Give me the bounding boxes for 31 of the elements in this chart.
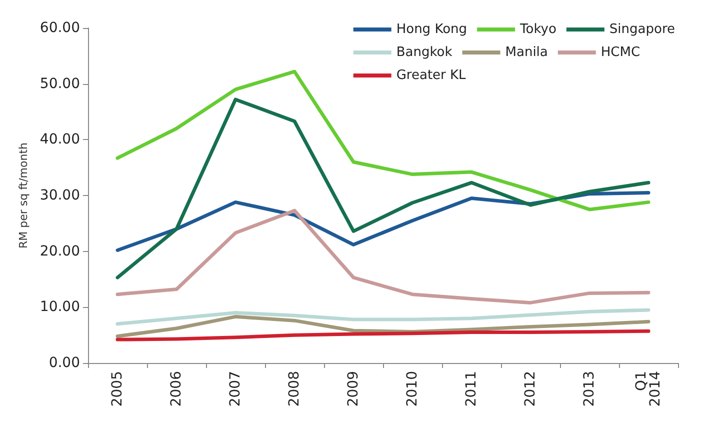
line-series — [116, 308, 650, 326]
legend-label: Hong Kong — [396, 22, 468, 37]
line-series — [116, 314, 650, 338]
x-tick-label: 2005 — [110, 371, 126, 407]
line-series — [116, 70, 650, 212]
x-tick-label: 2007 — [228, 371, 244, 407]
y-tick-label: 60.00 — [40, 20, 80, 36]
line-series — [116, 329, 650, 342]
y-tick-label: 50.00 — [40, 76, 80, 92]
y-tick-label: 40.00 — [40, 132, 80, 148]
y-tick-label: 0.00 — [48, 355, 80, 371]
legend-label: Singapore — [609, 22, 676, 37]
x-tick-label: 2010 — [404, 371, 420, 407]
legend-label: Bangkok — [396, 45, 453, 60]
y-axis-title: RM per sq ft/month — [17, 142, 30, 249]
legend-label: Tokyo — [519, 22, 556, 37]
x-tick-label: 2009 — [346, 371, 362, 407]
y-tick-label: 20.00 — [40, 243, 80, 260]
legend-label: Manila — [505, 45, 548, 60]
x-tick-label: 2013 — [582, 371, 598, 407]
x-tick-label: 2011 — [464, 371, 480, 407]
y-tick-label: 30.00 — [40, 188, 80, 204]
y-tick-label: 10.00 — [40, 299, 80, 316]
x-tick-label: 2006 — [168, 370, 184, 407]
legend-label: Greater KL — [396, 68, 467, 83]
line-series — [116, 208, 650, 304]
x-tick-label: 2008 — [286, 371, 302, 407]
line-series — [116, 98, 650, 280]
x-tick-label: Q1 2014 — [634, 370, 664, 407]
legend-label: HCMC — [600, 45, 640, 60]
x-tick-label: 2012 — [522, 371, 538, 407]
